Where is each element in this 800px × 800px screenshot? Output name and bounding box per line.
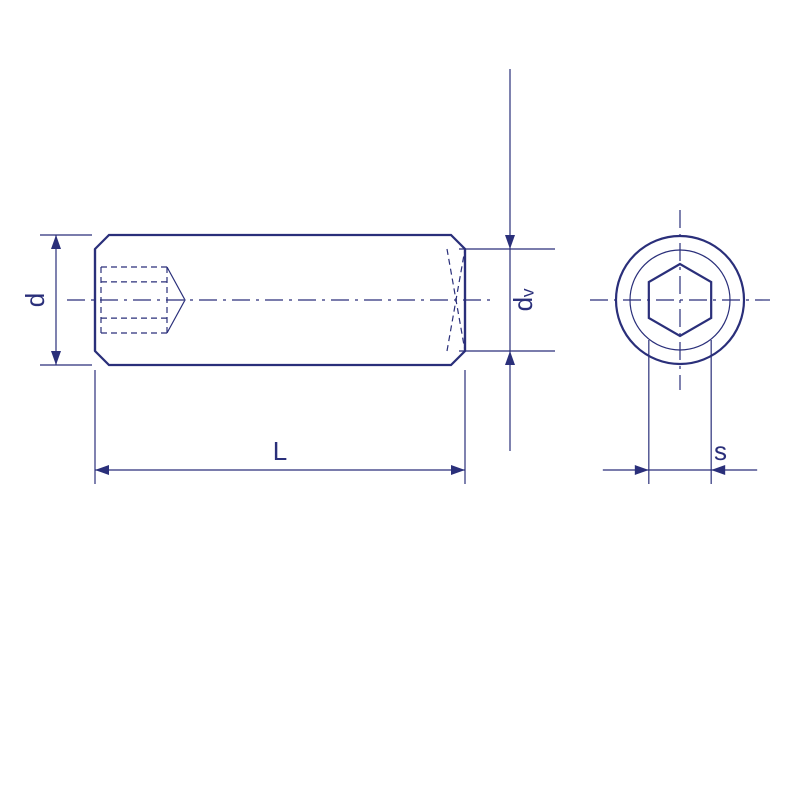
dim-label-s: s bbox=[714, 436, 727, 466]
technical-drawing: d dᵥ Ls bbox=[0, 0, 800, 800]
dim-label-d: d bbox=[20, 293, 50, 307]
dim-label-L: L bbox=[273, 436, 287, 466]
dim-label-dv: dᵥ bbox=[508, 288, 538, 311]
